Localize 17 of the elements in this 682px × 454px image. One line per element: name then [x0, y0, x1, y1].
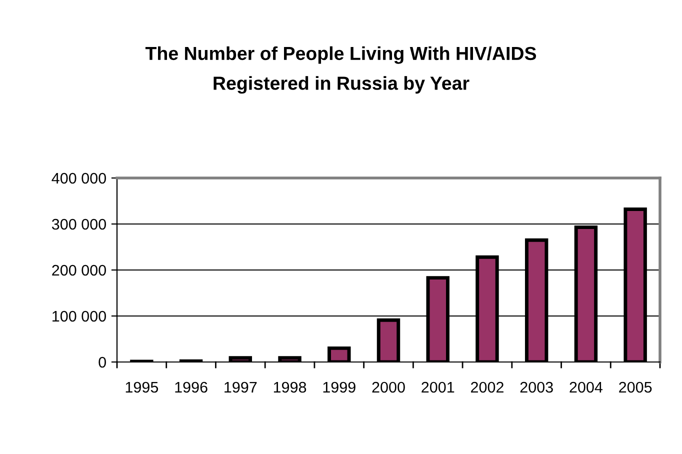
- y-tick-label: 100 000: [52, 310, 106, 322]
- x-tick-label: 1995: [126, 382, 158, 393]
- x-tick-label: 1997: [224, 382, 257, 393]
- y-tick-label: 300 000: [52, 218, 106, 230]
- y-tick-label: 400 000: [52, 172, 106, 184]
- x-tick-label: 2001: [422, 382, 454, 393]
- y-tick-label: 0: [98, 356, 106, 368]
- x-tick-label: 1998: [274, 382, 306, 393]
- x-tick-label: 2004: [570, 382, 603, 393]
- x-tick-label: 2000: [372, 382, 405, 393]
- chart-title: The Number of People Living With HIV/AIDS Registered in Russia by Year: [145, 46, 536, 94]
- x-tick-label: 2002: [471, 382, 504, 393]
- x-tick-label: 2003: [520, 382, 553, 393]
- y-tick-label: 200 000: [52, 264, 106, 276]
- x-tick-label: 1996: [175, 382, 208, 393]
- x-tick-label: 1999: [323, 382, 356, 393]
- x-tick-label: 2005: [619, 382, 652, 393]
